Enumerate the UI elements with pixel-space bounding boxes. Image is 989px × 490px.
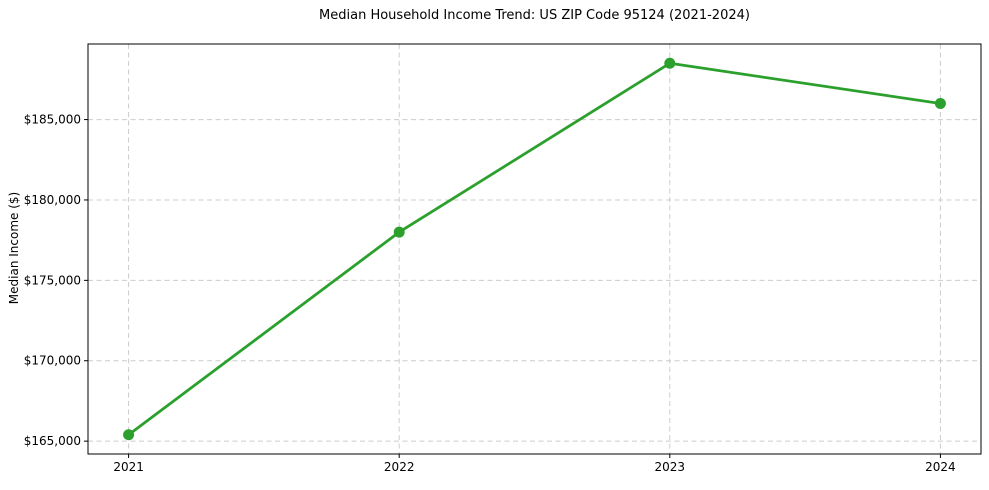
plot-border (87, 43, 982, 455)
data-point-2024 (934, 97, 946, 109)
y-tick-label: $170,000 (24, 354, 81, 368)
y-tick-label: $165,000 (24, 434, 81, 448)
x-tick-label: 2023 (655, 460, 686, 474)
data-point-2023 (664, 57, 676, 69)
x-tick-label: 2021 (113, 460, 144, 474)
plot-background (88, 44, 981, 454)
data-point-2021 (123, 429, 135, 441)
y-tick-label: $180,000 (24, 193, 81, 207)
chart-title: Median Household Income Trend: US ZIP Co… (319, 8, 750, 23)
y-tick-label: $175,000 (24, 273, 81, 287)
y-tick-label: $185,000 (24, 113, 81, 127)
data-point-2022 (393, 226, 405, 238)
x-tick-label: 2022 (384, 460, 415, 474)
x-tick-label: 2024 (925, 460, 956, 474)
trend-line (127, 61, 942, 437)
